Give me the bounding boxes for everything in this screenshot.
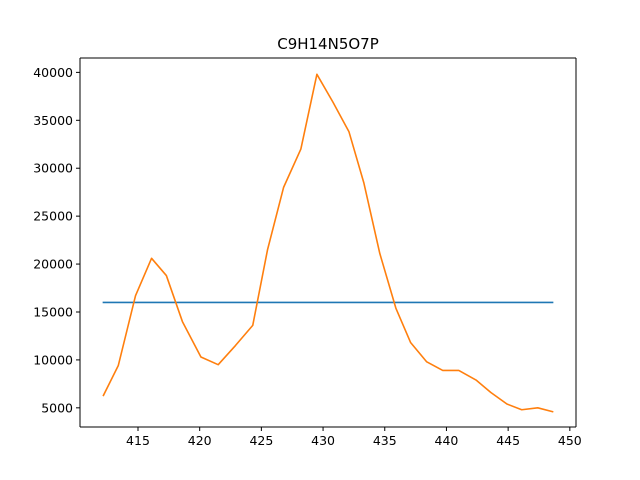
x-tick-label: 445 (496, 433, 520, 448)
x-tick-label: 430 (311, 433, 335, 448)
plot-area: 415 420 425 430 435 440 445 450 5000 10000 15000 20… (33, 57, 582, 448)
y-tick-label: 35000 (33, 113, 73, 128)
y-tick-label: 5000 (41, 400, 73, 415)
x-tick-label: 415 (126, 433, 150, 448)
y-tick-label: 25000 (33, 209, 73, 224)
series-line-2 (102, 73, 554, 413)
y-tick-label: 10000 (33, 352, 73, 367)
x-tick-label: 425 (249, 433, 273, 448)
y-tick-label: 30000 (33, 161, 73, 176)
x-tick-label: 435 (373, 433, 397, 448)
y-tick-label: 20000 (33, 257, 73, 272)
y-tick-label: 40000 (33, 65, 73, 80)
x-tick-label: 450 (558, 433, 582, 448)
x-tick-label: 420 (188, 433, 212, 448)
y-tick-label: 15000 (33, 304, 73, 319)
chart-title: C9H14N5O7P (277, 35, 379, 53)
x-tick-label: 440 (435, 433, 459, 448)
